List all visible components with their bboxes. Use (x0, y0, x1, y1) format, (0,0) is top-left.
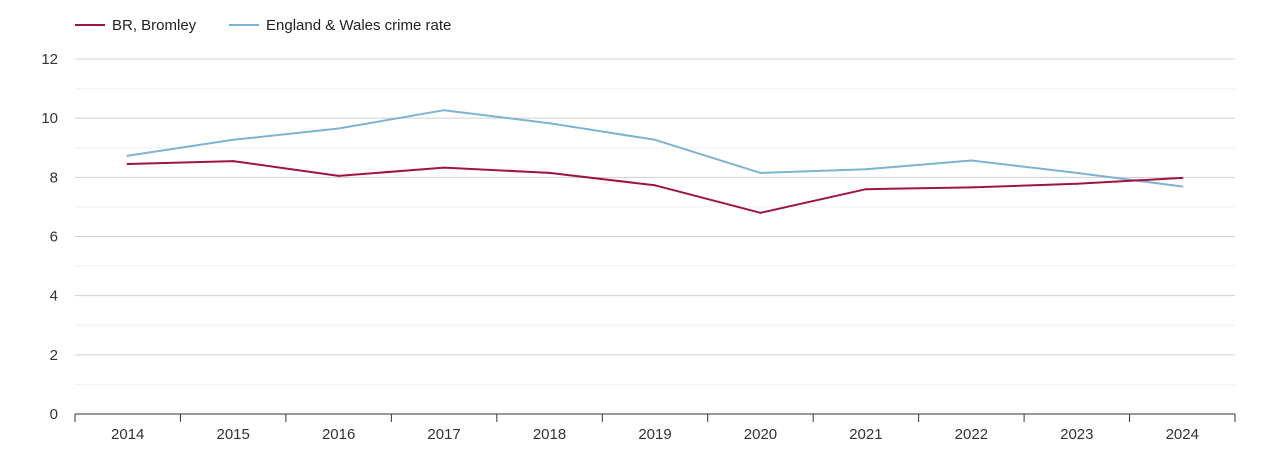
x-axis: 2014 2015 2016 2017 2018 2019 2020 2021 2022 2023… (74, 413, 1236, 443)
data-point-england-wales (443, 109, 446, 112)
data-point-england-wales (970, 159, 973, 162)
data-point-england-wales (126, 154, 129, 157)
data-point-england-wales (759, 171, 762, 174)
x-tick-label: 2019 (638, 426, 671, 443)
data-point-england-wales (1181, 185, 1184, 188)
x-tick-label: 2024 (1166, 426, 1199, 443)
x-tick-label: 2015 (216, 426, 249, 443)
data-point-england-wales (548, 122, 551, 125)
x-tick-label: 2021 (849, 426, 882, 443)
data-point-england-wales (654, 138, 656, 141)
x-tick-label: 2020 (744, 426, 777, 443)
data-point-bromley (970, 186, 973, 189)
data-point-bromley (759, 211, 762, 214)
x-tick-label: 2017 (427, 426, 460, 443)
data-point-bromley (1075, 182, 1078, 185)
data-point-bromley (126, 163, 129, 166)
data-point-england-wales (1075, 171, 1078, 174)
y-axis: 0 2 4 6 8 10 12 (41, 51, 58, 423)
y-tick-label: 12 (41, 51, 58, 68)
legend: BR, Bromley England & Wales crime rate (75, 17, 451, 34)
data-point-bromley (337, 174, 340, 177)
x-tick-label: 2023 (1060, 426, 1093, 443)
x-tick-label: 2018 (533, 426, 566, 443)
y-tick-label: 8 (50, 169, 58, 186)
data-point-england-wales (337, 127, 340, 130)
data-point-bromley (443, 166, 446, 169)
y-tick-label: 10 (41, 110, 58, 127)
data-point-bromley (864, 188, 867, 191)
data-point-bromley (548, 171, 551, 174)
grid (75, 58, 1235, 385)
y-tick-label: 0 (50, 406, 58, 423)
series-line-england-wales (126, 109, 1184, 188)
data-point-england-wales (864, 168, 867, 171)
x-tick-label: 2016 (322, 426, 355, 443)
x-tick-label: 2022 (955, 426, 988, 443)
data-point-bromley (232, 160, 235, 163)
legend-label-bromley: BR, Bromley (112, 17, 197, 34)
legend-label-england-wales: England & Wales crime rate (266, 17, 451, 34)
y-tick-label: 4 (50, 288, 58, 305)
y-tick-label: 2 (50, 347, 58, 364)
data-point-england-wales (232, 138, 235, 141)
data-point-bromley (1181, 176, 1184, 179)
x-tick-label: 2014 (111, 426, 144, 443)
series-line-bromley (126, 160, 1184, 214)
data-point-bromley (654, 184, 656, 187)
y-tick-label: 6 (50, 229, 58, 246)
series-layer (126, 109, 1184, 214)
